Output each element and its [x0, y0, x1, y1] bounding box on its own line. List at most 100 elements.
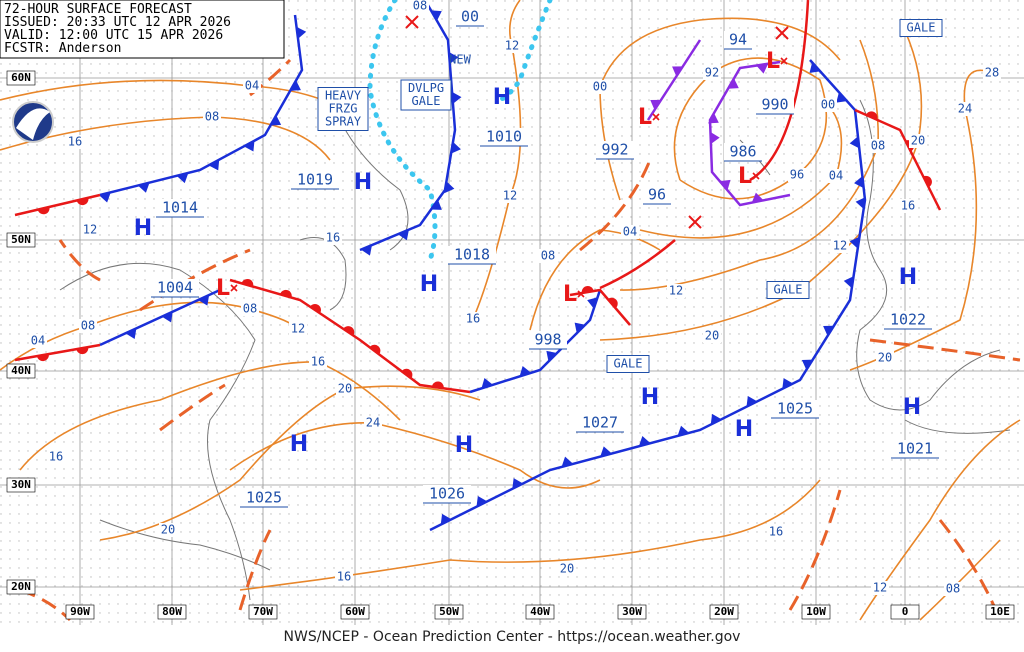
- cold-front-pip: [296, 26, 307, 39]
- cold-front-pip: [99, 192, 111, 203]
- lon-label-box: [157, 604, 187, 620]
- pressure-label: 00: [461, 8, 479, 26]
- pressure-label-bg: [884, 311, 932, 329]
- isobar-label-bg: [871, 581, 889, 595]
- pressure-label: 990: [761, 96, 788, 114]
- lat-label-box: [6, 579, 36, 595]
- isobar-label: 08: [413, 0, 427, 13]
- high-center: H: [735, 417, 753, 442]
- isobar-label: 08: [81, 319, 95, 333]
- isobar-label: 20: [161, 523, 175, 537]
- cold-front-pip: [600, 446, 612, 457]
- cold-front-pip: [476, 496, 488, 507]
- header-line: ISSUED: 20:33 UTC 12 APR 2026: [4, 15, 231, 30]
- isobar-label: 24: [366, 416, 380, 430]
- ice-edge: [367, 0, 553, 263]
- high-center: H: [420, 272, 438, 297]
- isobar-label-bg: [899, 199, 917, 213]
- warm-front-pip: [865, 111, 878, 120]
- isobar-label: 08: [205, 110, 219, 124]
- footer: NWS/NCEP - Ocean Prediction Center - htt…: [284, 629, 741, 645]
- warm-front-pip: [76, 197, 89, 206]
- isobar-label-bg: [464, 312, 482, 326]
- pressure-label-bg: [576, 414, 624, 432]
- isobar-label: 08: [946, 582, 960, 596]
- isobar-label-bg: [876, 351, 894, 365]
- isobar-label: 20: [705, 329, 719, 343]
- cold-front-pip: [452, 91, 462, 104]
- warning-text: HEAVY: [325, 89, 362, 103]
- low-center: L: [563, 282, 577, 307]
- area-label: NEW: [449, 53, 471, 67]
- header-box: [0, 0, 285, 59]
- warm-front-pip: [369, 344, 381, 355]
- isobar-label-bg: [324, 231, 342, 245]
- pressure-label: 1010: [486, 128, 522, 146]
- lon-label: 50W: [439, 605, 459, 618]
- lon-label-box: [709, 604, 739, 620]
- lat-label-box: [6, 70, 36, 86]
- cold-front-pip: [561, 456, 574, 467]
- isobar-label: 04: [245, 79, 259, 93]
- front-line: [99, 288, 221, 347]
- front-line: [14, 193, 101, 217]
- cold-front-pip: [430, 10, 442, 21]
- warm-front-pip: [241, 278, 254, 287]
- high-center: H: [493, 85, 511, 110]
- isobar-label: 28: [985, 66, 999, 80]
- warning-box: [899, 19, 943, 37]
- pressure-label-bg: [529, 331, 567, 349]
- isobar-label-bg: [827, 169, 845, 183]
- warm-front-pip: [37, 206, 50, 215]
- isobar-label: 08: [243, 302, 257, 316]
- low-marker: [230, 284, 238, 292]
- isobar-label-bg: [243, 79, 261, 93]
- warning-text: GALE: [907, 21, 936, 35]
- isobar-label: 16: [68, 135, 82, 149]
- isobar-label: 12: [505, 39, 519, 53]
- cold-front-pip: [854, 176, 864, 189]
- isobar-label-bg: [501, 189, 519, 203]
- forecast-position: [405, 15, 419, 29]
- front-line: [359, 0, 457, 252]
- cold-front-pip: [638, 436, 651, 447]
- front-line: [229, 278, 471, 394]
- pressure-label: 96: [648, 186, 666, 204]
- cold-front-pip: [243, 140, 255, 152]
- lon-label: 0: [902, 605, 909, 618]
- low-marker: [780, 57, 788, 65]
- pressure-label-bg: [423, 485, 471, 503]
- isobar-label: 12: [291, 322, 305, 336]
- pressure-label-bg: [724, 31, 752, 49]
- warm-front-pip: [431, 381, 444, 389]
- warm-front-pip: [581, 286, 594, 294]
- isobar-label-bg: [819, 98, 837, 112]
- isobar-label: 20: [911, 134, 925, 148]
- low-center: L: [738, 164, 752, 189]
- cold-front-pip: [290, 80, 301, 91]
- warm-front-pip: [76, 347, 89, 355]
- pressure-label: 1022: [890, 311, 926, 329]
- warm-front-pip: [607, 297, 618, 309]
- warm-front-pip: [401, 368, 413, 379]
- isobar-label: 16: [901, 199, 915, 213]
- isobar-label: 92: [705, 66, 719, 80]
- cold-front-pip: [672, 66, 683, 77]
- warning-text: GALE: [412, 94, 441, 108]
- isobar-label: 16: [769, 525, 783, 539]
- lon-label: 90W: [70, 605, 90, 618]
- front-line: [429, 59, 867, 532]
- pressure-label-bg: [771, 400, 819, 418]
- isobars: [0, 0, 1021, 621]
- isobar-label-bg: [667, 284, 685, 298]
- cold-front-pip: [208, 159, 220, 171]
- cold-front-pip: [444, 181, 455, 194]
- isobar-label: 20: [560, 562, 574, 576]
- isobar-label-bg: [411, 0, 429, 13]
- cold-front-pip: [782, 378, 794, 389]
- isobar-label: 20: [878, 351, 892, 365]
- storm-track: [599, 239, 676, 290]
- high-center: H: [455, 433, 473, 458]
- cold-front-pip: [397, 229, 409, 241]
